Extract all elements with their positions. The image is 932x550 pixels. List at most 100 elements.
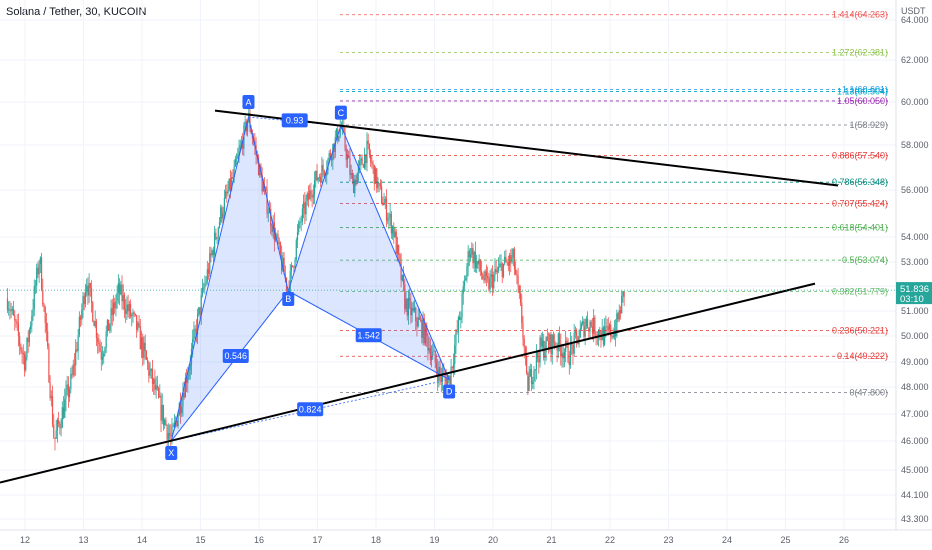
- candle-body: [233, 166, 235, 178]
- candle-body: [346, 156, 349, 160]
- lower-trendline: [0, 282, 816, 484]
- price-tick-label: 58.000: [901, 140, 929, 150]
- candle-body: [279, 242, 282, 256]
- candle-body: [189, 365, 191, 370]
- candle-body: [127, 304, 129, 312]
- svg-text:0.546: 0.546: [224, 351, 247, 361]
- candle-body: [132, 312, 134, 316]
- price-tick-label: 48.000: [901, 382, 929, 392]
- candle-body: [15, 320, 17, 322]
- candle-body: [173, 421, 176, 426]
- candle-body: [621, 295, 623, 314]
- pattern-ratio-label[interactable]: 0.824: [297, 402, 324, 417]
- candle-body: [73, 364, 76, 366]
- candle-body: [61, 407, 63, 428]
- candle-body: [303, 202, 305, 209]
- candle-body: [374, 168, 377, 184]
- candle-body: [215, 232, 217, 239]
- candle-body: [348, 156, 350, 159]
- candle-body: [409, 298, 411, 301]
- candle-body: [300, 221, 302, 223]
- candle-body: [38, 264, 40, 275]
- candle-body: [16, 321, 18, 324]
- candle-body: [390, 213, 392, 234]
- candle-body: [318, 177, 321, 178]
- price-tick-label: 43.300: [901, 514, 929, 524]
- candle-body: [106, 319, 108, 332]
- candle-body: [31, 315, 33, 326]
- pattern-point-d[interactable]: D: [443, 384, 456, 399]
- candle-body: [160, 395, 162, 421]
- chart-title: Solana / Tether, 30, KUCOIN: [6, 6, 147, 18]
- pattern-ratio-label[interactable]: 1.542: [355, 328, 382, 343]
- candle-body: [440, 375, 442, 382]
- candle-body: [412, 308, 414, 311]
- candle-body: [401, 275, 403, 281]
- pattern-ratio-label[interactable]: 0.93: [281, 113, 308, 128]
- candle-body: [389, 213, 391, 217]
- candle-body: [322, 165, 324, 171]
- candle-body: [235, 158, 238, 160]
- candle-body: [484, 271, 486, 281]
- candle-body: [381, 186, 383, 204]
- candle-body: [283, 257, 285, 275]
- candle-body: [415, 308, 417, 322]
- time-axis: 12 13 14 15 16 17 18 19 20 21 22 23 24 25 26: [20, 535, 849, 545]
- candle-body: [177, 415, 179, 427]
- candle-body: [249, 113, 251, 129]
- pattern-point-b[interactable]: B: [282, 292, 295, 306]
- candle-body: [600, 336, 602, 341]
- candle-body: [404, 284, 406, 310]
- time-tick-label: 21: [546, 535, 556, 545]
- price-tick-label: 51.000: [901, 306, 929, 316]
- candle-body: [294, 259, 296, 268]
- candle-body: [214, 232, 216, 256]
- candle-body: [356, 173, 358, 185]
- fib-level-label: 0.14(49.222): [837, 351, 888, 361]
- candle-body: [501, 263, 503, 277]
- candle-body: [523, 338, 525, 348]
- candle-body: [172, 425, 174, 427]
- candle-body: [483, 278, 485, 281]
- candle-body: [306, 193, 308, 201]
- fib-level-label: 0.5(53.074): [842, 255, 888, 265]
- candle-body: [580, 324, 583, 329]
- candle-body: [42, 289, 44, 305]
- candle-body: [461, 293, 463, 318]
- candle-body: [316, 170, 318, 181]
- pattern-point-x[interactable]: X: [165, 446, 178, 460]
- candle-body: [462, 286, 464, 294]
- candle-body: [54, 437, 56, 439]
- candle-body: [129, 303, 132, 317]
- candle-body: [99, 344, 101, 352]
- candle-body: [47, 331, 49, 347]
- candle-body: [421, 320, 423, 338]
- candle-body: [567, 343, 569, 363]
- candle-body: [441, 372, 444, 382]
- fib-level-label: 0.618(54.401): [832, 223, 888, 233]
- candle-body: [368, 143, 371, 155]
- candle-body: [40, 257, 43, 290]
- pattern-point-c[interactable]: C: [334, 105, 347, 120]
- candle-body: [512, 249, 514, 258]
- candle-body: [228, 178, 230, 191]
- candle-body: [103, 353, 105, 357]
- candle-body: [194, 328, 196, 330]
- candle-body: [360, 158, 362, 161]
- pattern-ratio-label[interactable]: 0.546: [222, 349, 249, 363]
- candle-body: [384, 198, 386, 203]
- candle-body: [577, 336, 579, 344]
- pattern-point-a[interactable]: A: [242, 95, 255, 110]
- candle-body: [98, 342, 100, 345]
- candle-body: [207, 269, 210, 274]
- candle-body: [465, 278, 467, 281]
- candle-body: [223, 197, 225, 214]
- time-tick-label: 13: [78, 535, 88, 545]
- candle-body: [507, 262, 509, 266]
- candle-body: [93, 321, 95, 327]
- candle-body: [463, 280, 466, 287]
- candle-body: [474, 251, 477, 269]
- harmonic-pattern: [170, 116, 451, 442]
- candle-body: [267, 213, 269, 214]
